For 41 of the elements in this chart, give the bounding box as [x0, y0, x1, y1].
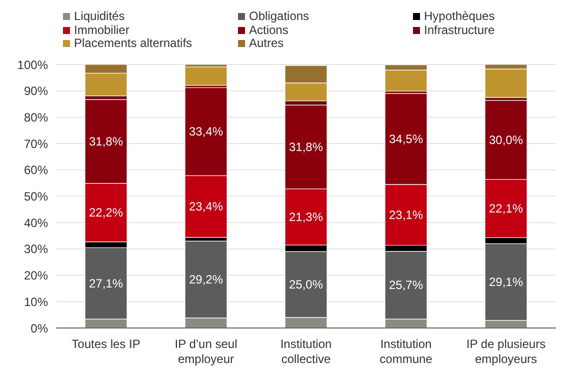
y-tick-label: 20% — [24, 268, 48, 283]
data-label: 23,1% — [388, 208, 424, 222]
data-label: 31,8% — [88, 134, 124, 148]
legend-label: Actions — [249, 22, 288, 37]
bar — [184, 66, 228, 86]
legend-label: Autres — [249, 36, 284, 50]
legend-label: Obligations — [249, 9, 310, 24]
data-label: 29,1% — [488, 275, 524, 290]
data-label: 30,0% — [488, 132, 524, 147]
x-tick-label: Institution commune — [380, 337, 433, 366]
data-label: 25,7% — [388, 278, 424, 292]
data-label: 27,1% — [88, 276, 124, 290]
data-label: 22,1% — [488, 202, 524, 216]
y-tick-label: 40% — [24, 216, 48, 230]
data-label: 25,0% — [288, 278, 324, 292]
y-tick-label: 70% — [24, 136, 48, 151]
y-tick-label: 90% — [24, 84, 48, 98]
y-tick-label: 10% — [24, 294, 48, 309]
y-tick-label: 100% — [17, 58, 48, 72]
x-tick-label: Institution collective — [280, 337, 332, 366]
data-label: 29,2% — [188, 272, 224, 287]
y-tick-label: 60% — [24, 163, 48, 178]
data-label: 22,2% — [88, 206, 124, 220]
legend-label: Placements alternatifs — [74, 36, 192, 50]
data-label: 33,4% — [188, 124, 224, 139]
data-label: 34,5% — [388, 132, 424, 146]
bar — [484, 68, 528, 98]
legend-label: Liquidités — [74, 9, 125, 24]
legend-label: Infrastructure — [424, 22, 495, 37]
data-label: 21,3% — [288, 210, 324, 224]
data-label: 31,8% — [288, 140, 324, 154]
y-tick-label: 80% — [24, 110, 48, 124]
legend-label: Immobilier — [74, 22, 130, 37]
y-tick-label: 50% — [24, 190, 48, 204]
x-tick-label: IP d’un seul employeur — [174, 337, 238, 366]
x-tick-label: IP de plusieurs employeurs — [466, 337, 546, 366]
data-label: 23,4% — [188, 200, 224, 214]
y-tick-label: 30% — [24, 242, 48, 256]
x-tick-label: Toutes les IP — [72, 337, 140, 351]
legend-label: Hypothèques — [424, 9, 495, 24]
y-tick-label: 0% — [30, 321, 48, 336]
